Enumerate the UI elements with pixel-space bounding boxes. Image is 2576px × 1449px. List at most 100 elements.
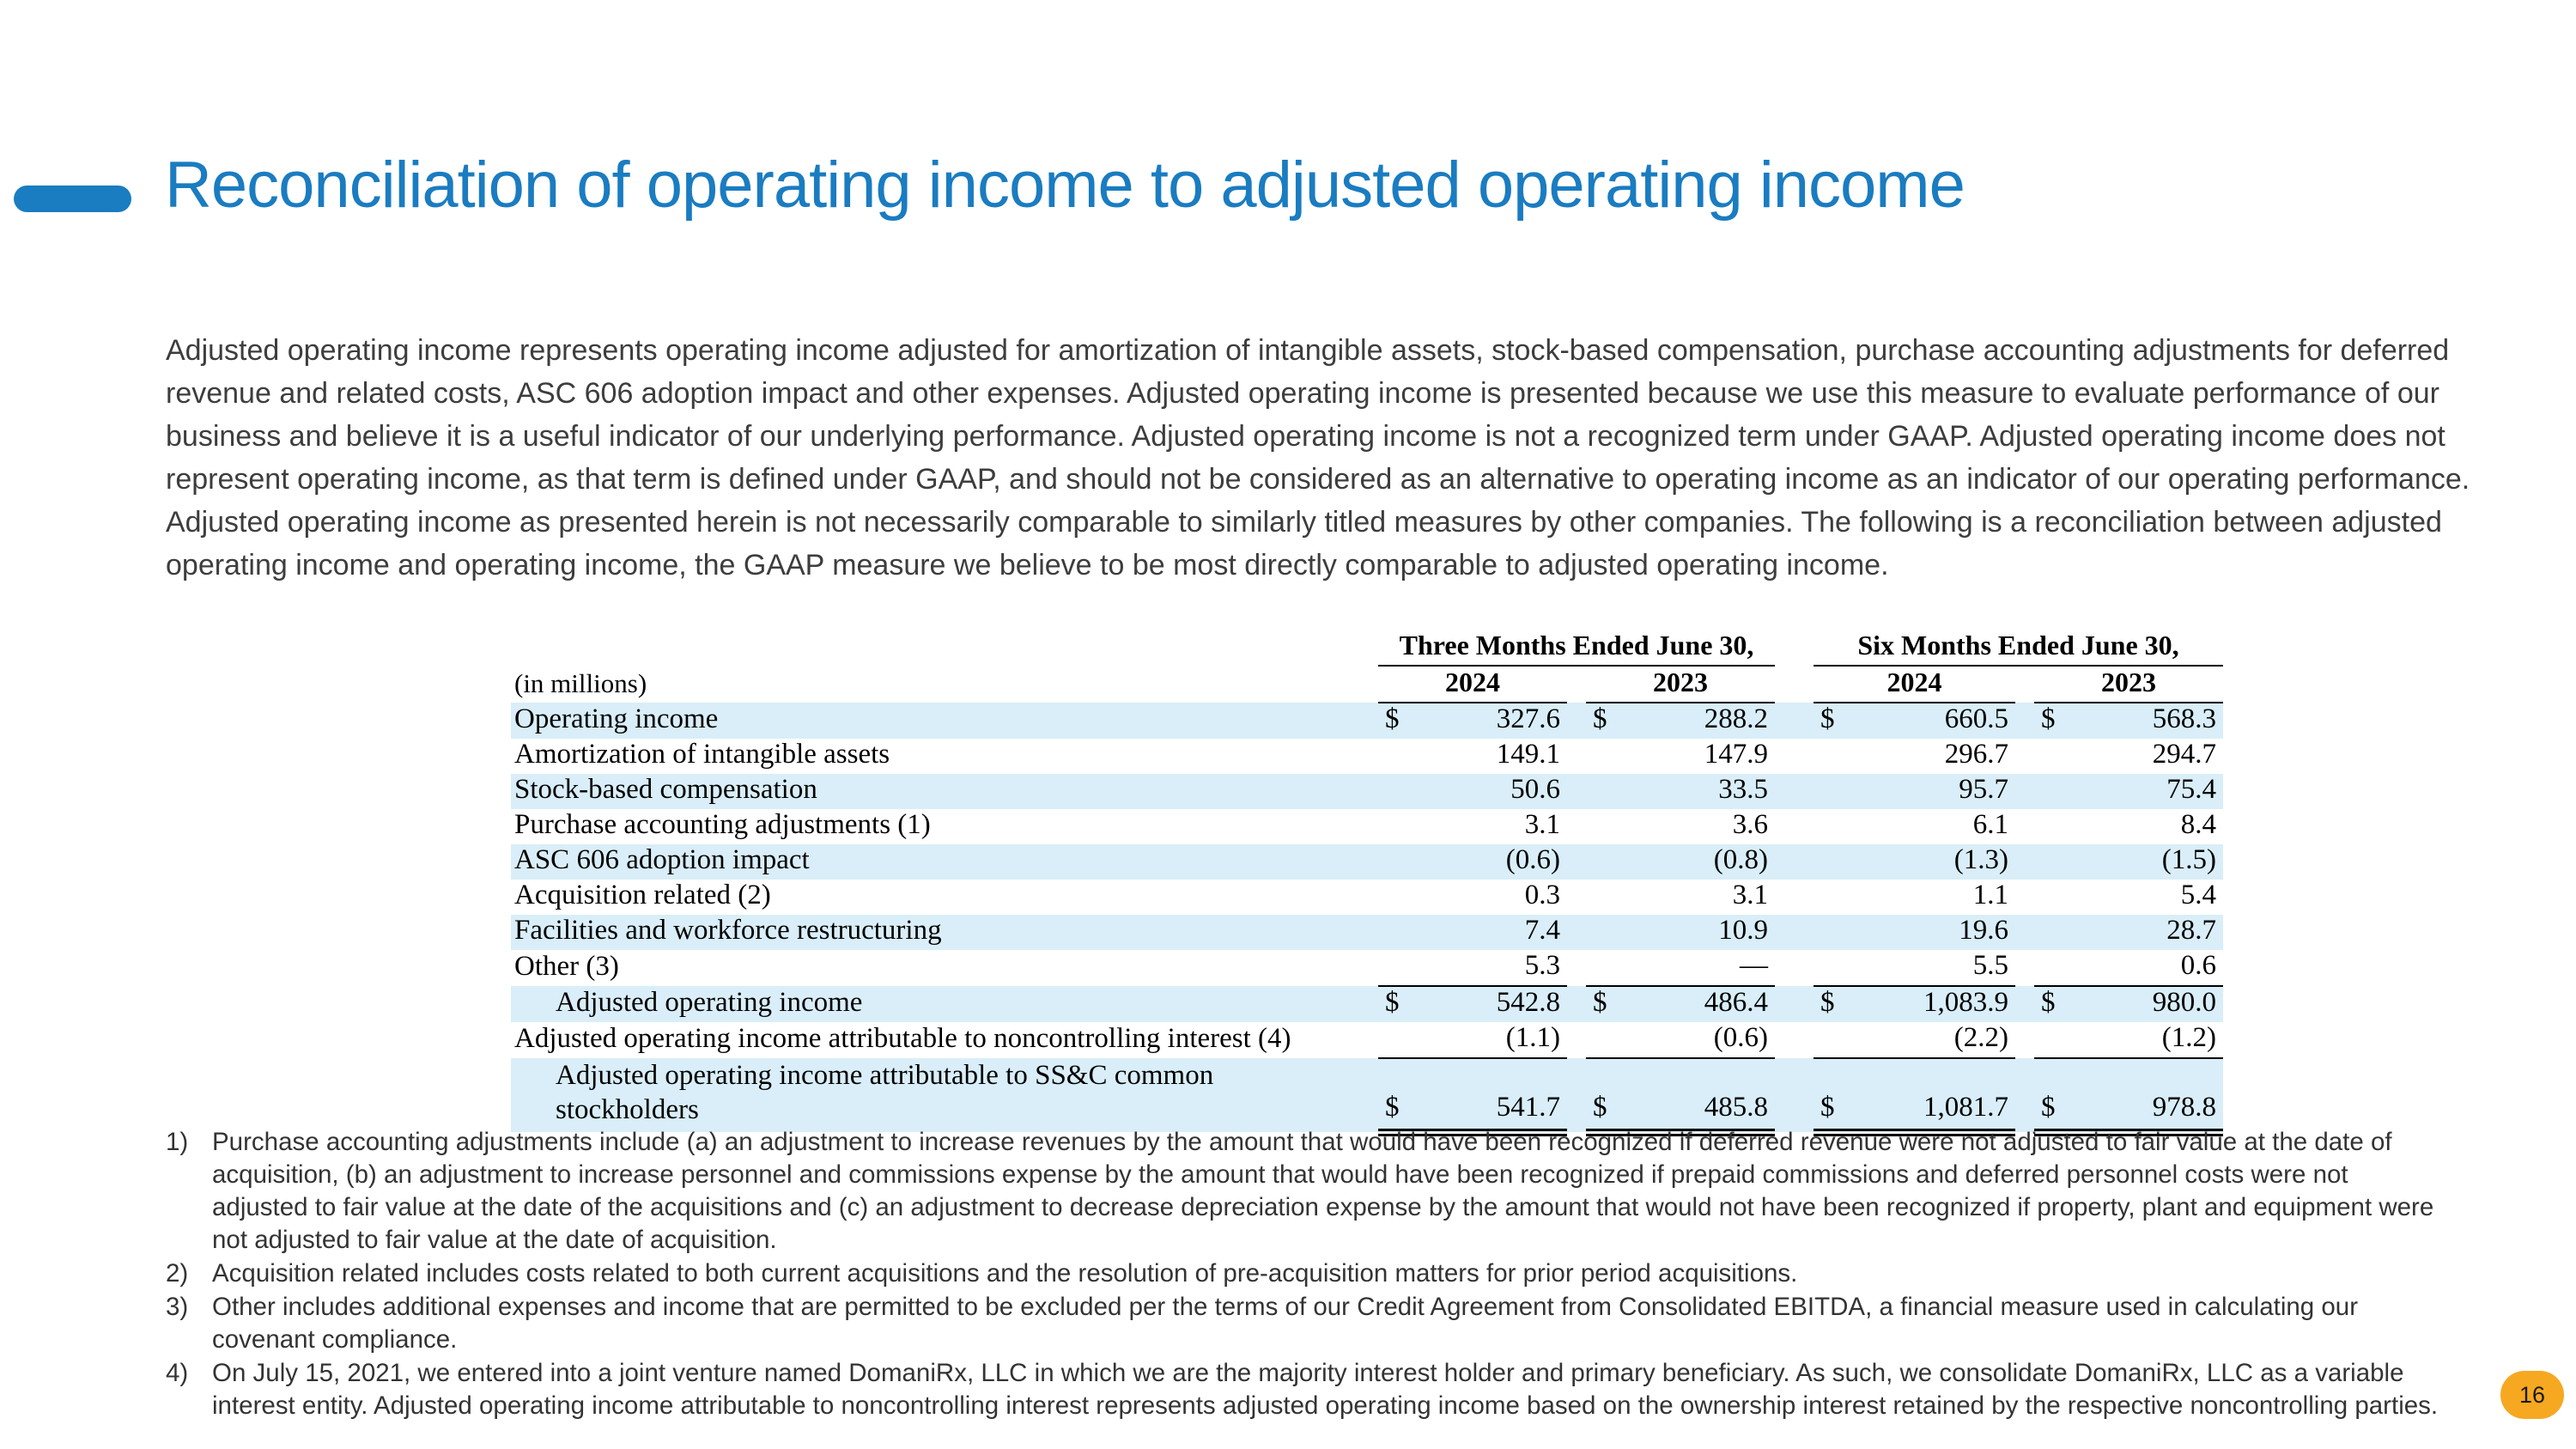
row-label: Facilities and workforce restructuring bbox=[514, 915, 942, 946]
cell-value: 0.3 bbox=[1524, 880, 1560, 910]
cell-value: (0.8) bbox=[1713, 844, 1768, 875]
row-label: Adjusted operating income bbox=[556, 987, 863, 1018]
table-row: Other (3) 5.3 — 5.5 0.6 bbox=[511, 950, 2223, 987]
row-label: Operating income bbox=[514, 703, 719, 734]
row-label: Other (3) bbox=[514, 951, 619, 982]
row-label: ASC 606 adoption impact bbox=[514, 844, 810, 875]
footnote-text: Acquisition related includes costs relat… bbox=[212, 1259, 1798, 1288]
table-row: Operating income $ 327.6 $ 288.2 $ 660.5… bbox=[511, 703, 2223, 739]
footnote-text: On July 15, 2021, we entered into a join… bbox=[212, 1359, 2439, 1420]
cell-value: 5.4 bbox=[2180, 880, 2216, 910]
cell-value: 980.0 bbox=[2152, 987, 2216, 1018]
cell-value: 3.1 bbox=[1732, 880, 1768, 910]
cell-value: 1.1 bbox=[1972, 880, 2008, 910]
table-row: Amortization of intangible assets 149.1 … bbox=[511, 739, 2223, 774]
cell-value: 327.6 bbox=[1496, 703, 1560, 734]
row-label: Purchase accounting adjustments (1) bbox=[514, 809, 931, 840]
cell-value: (1.3) bbox=[1953, 844, 2008, 875]
row-label: Stock-based compensation bbox=[514, 774, 817, 805]
cell-value: (1.5) bbox=[2161, 844, 2216, 875]
group-header-six-months: Six Months Ended June 30, bbox=[1814, 630, 2223, 667]
header-spacer bbox=[1775, 666, 1814, 703]
cell-value: 542.8 bbox=[1496, 987, 1560, 1018]
table-header: Three Months Ended June 30, Six Months E… bbox=[511, 630, 2223, 703]
dollar-sign: $ bbox=[1820, 703, 1835, 734]
cell-value: (0.6) bbox=[1629, 1022, 1775, 1059]
table-row: Acquisition related (2) 0.3 3.1 1.1 5.4 bbox=[511, 880, 2223, 915]
footnote-number: 4) bbox=[166, 1359, 189, 1387]
cell-value: 6.1 bbox=[1972, 809, 2008, 840]
unit-label: (in millions) bbox=[514, 668, 647, 698]
cell-value: 50.6 bbox=[1510, 774, 1560, 805]
cell-value: 75.4 bbox=[2166, 774, 2216, 805]
table-row: ASC 606 adoption impact (0.6) (0.8) (1.3… bbox=[511, 844, 2223, 880]
dollar-sign: $ bbox=[1586, 1058, 1629, 1136]
year-header-row: (in millions) 2024 2023 2024 2023 bbox=[511, 666, 2223, 703]
footnote-2: 2) Acquisition related includes costs re… bbox=[166, 1257, 2450, 1290]
cell-value: 978.8 bbox=[2077, 1058, 2223, 1136]
footnote-3: 3) Other includes additional expenses an… bbox=[166, 1291, 2450, 1356]
cell-value: 568.3 bbox=[2152, 703, 2216, 734]
year-header: 2023 bbox=[1586, 666, 1775, 703]
row-label: Adjusted operating income attributable t… bbox=[556, 1060, 1214, 1125]
dollar-sign: $ bbox=[2041, 703, 2056, 734]
table-row: Stock-based compensation 50.6 33.5 95.7 … bbox=[511, 774, 2223, 809]
cell-value: 149.1 bbox=[1496, 739, 1560, 770]
cell-value: 7.4 bbox=[1524, 915, 1560, 946]
header-spacer bbox=[1567, 666, 1586, 703]
cell-value: (2.2) bbox=[1856, 1022, 2015, 1059]
dollar-sign: $ bbox=[1593, 987, 1607, 1018]
page-number: 16 bbox=[2518, 1381, 2546, 1408]
row-label: Adjusted operating income attributable t… bbox=[514, 1023, 1291, 1054]
dollar-sign: $ bbox=[1814, 1058, 1856, 1136]
cell-value: (1.1) bbox=[1421, 1022, 1567, 1059]
cell-value: 95.7 bbox=[1959, 774, 2008, 805]
row-label: Acquisition related (2) bbox=[514, 880, 771, 910]
cell-value: 660.5 bbox=[1944, 703, 2008, 734]
footnote-text: Purchase accounting adjustments include … bbox=[212, 1128, 2434, 1254]
row-label: Amortization of intangible assets bbox=[514, 739, 890, 770]
cell-value: 3.1 bbox=[1524, 809, 1560, 840]
cell-value: 541.7 bbox=[1421, 1058, 1567, 1136]
dollar-sign: $ bbox=[2034, 1058, 2077, 1136]
footnote-number: 2) bbox=[166, 1259, 189, 1288]
year-header: 2024 bbox=[1814, 666, 2015, 703]
reconciliation-table: Three Months Ended June 30, Six Months E… bbox=[511, 630, 2223, 1136]
cell-value: 1,081.7 bbox=[1856, 1058, 2015, 1136]
table-row-total: Adjusted operating income attributable t… bbox=[511, 1058, 2223, 1136]
cell-value: 294.7 bbox=[2152, 739, 2216, 770]
group-header-row: Three Months Ended June 30, Six Months E… bbox=[511, 630, 2223, 667]
header-spacer bbox=[511, 630, 1378, 666]
header-spacer bbox=[2015, 666, 2034, 703]
footnotes: 1) Purchase accounting adjustments inclu… bbox=[166, 1125, 2450, 1422]
cell-value: 3.6 bbox=[1732, 809, 1768, 840]
cell-value: 5.3 bbox=[1421, 950, 1567, 987]
cell-value: 5.5 bbox=[1856, 950, 2015, 987]
footnote-1: 1) Purchase accounting adjustments inclu… bbox=[166, 1126, 2450, 1257]
group-header-three-months: Three Months Ended June 30, bbox=[1378, 630, 1775, 667]
cell-value: 10.9 bbox=[1718, 915, 1768, 946]
dollar-sign: $ bbox=[1820, 987, 1835, 1018]
cell-value: 486.4 bbox=[1704, 987, 1768, 1018]
dollar-sign: $ bbox=[1385, 703, 1400, 734]
cell-value: 8.4 bbox=[2180, 809, 2216, 840]
page-number-badge: 16 bbox=[2500, 1371, 2564, 1419]
cell-value: (1.2) bbox=[2077, 1022, 2223, 1059]
cell-value: (0.6) bbox=[1505, 844, 1560, 875]
table-row: Adjusted operating income attributable t… bbox=[511, 1022, 2223, 1059]
year-header: 2023 bbox=[2034, 666, 2223, 703]
year-header: 2024 bbox=[1378, 666, 1567, 703]
cell-value: 288.2 bbox=[1704, 703, 1768, 734]
intro-paragraph: Adjusted operating income represents ope… bbox=[166, 334, 2470, 581]
footnote-number: 1) bbox=[166, 1128, 189, 1156]
cell-value: 33.5 bbox=[1718, 774, 1768, 805]
cell-value: 485.8 bbox=[1629, 1058, 1775, 1136]
cell-value: 0.6 bbox=[2077, 950, 2223, 987]
dollar-sign: $ bbox=[1378, 1058, 1421, 1136]
cell-value: 1,083.9 bbox=[1923, 987, 2008, 1018]
footnote-text: Other includes additional expenses and i… bbox=[212, 1293, 2359, 1354]
title-accent-bar bbox=[14, 186, 131, 212]
cell-value: 296.7 bbox=[1944, 739, 2008, 770]
cell-value: 19.6 bbox=[1959, 915, 2008, 946]
cell-value: — bbox=[1629, 950, 1775, 987]
